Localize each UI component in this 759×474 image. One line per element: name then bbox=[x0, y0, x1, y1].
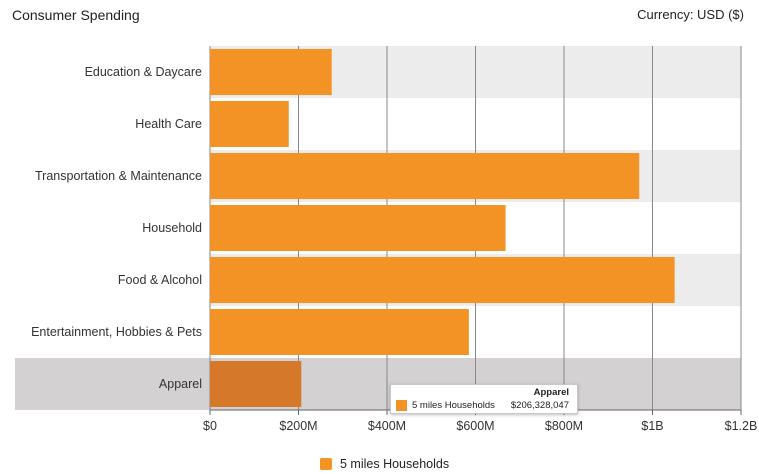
row-band bbox=[15, 358, 741, 410]
x-tick-label: $800M bbox=[545, 419, 583, 433]
tooltip: Apparel 5 miles Households $206,328,047 bbox=[390, 384, 578, 414]
x-tick-label: $0 bbox=[203, 419, 217, 433]
x-tick-label: $1.2B bbox=[725, 419, 758, 433]
bar bbox=[210, 205, 506, 251]
x-tick-label: $400M bbox=[368, 419, 406, 433]
bar bbox=[210, 361, 302, 407]
legend[interactable]: 5 miles Households bbox=[320, 457, 449, 471]
bar bbox=[210, 309, 469, 355]
tooltip-swatch bbox=[396, 400, 407, 411]
category-label: Food & Alcohol bbox=[118, 273, 202, 287]
tooltip-title: Apparel bbox=[533, 387, 569, 398]
x-tick-label: $200M bbox=[279, 419, 317, 433]
bar bbox=[210, 101, 289, 147]
chart-title: Consumer Spending bbox=[12, 7, 140, 23]
category-label: Household bbox=[142, 221, 202, 235]
category-label: Apparel bbox=[159, 377, 202, 391]
category-label: Entertainment, Hobbies & Pets bbox=[31, 325, 202, 339]
category-label: Health Care bbox=[135, 117, 202, 131]
legend-label: 5 miles Households bbox=[340, 457, 450, 471]
tooltip-series-name: 5 miles Households bbox=[412, 400, 495, 411]
bar bbox=[210, 153, 640, 199]
x-tick-label: $600M bbox=[456, 419, 494, 433]
category-label: Education & Daycare bbox=[85, 65, 202, 79]
bar-chart: $0 $200M $400M $600M $800M $1B $1.2B Education … bbox=[15, 46, 758, 433]
currency-label: Currency: USD ($) bbox=[637, 7, 744, 22]
category-label: Transportation & Maintenance bbox=[35, 169, 202, 183]
bar bbox=[210, 257, 675, 303]
tooltip-value: $206,328,047 bbox=[510, 400, 569, 411]
legend-swatch bbox=[320, 458, 332, 470]
bar bbox=[210, 49, 332, 95]
x-tick-label: $1B bbox=[641, 419, 663, 433]
